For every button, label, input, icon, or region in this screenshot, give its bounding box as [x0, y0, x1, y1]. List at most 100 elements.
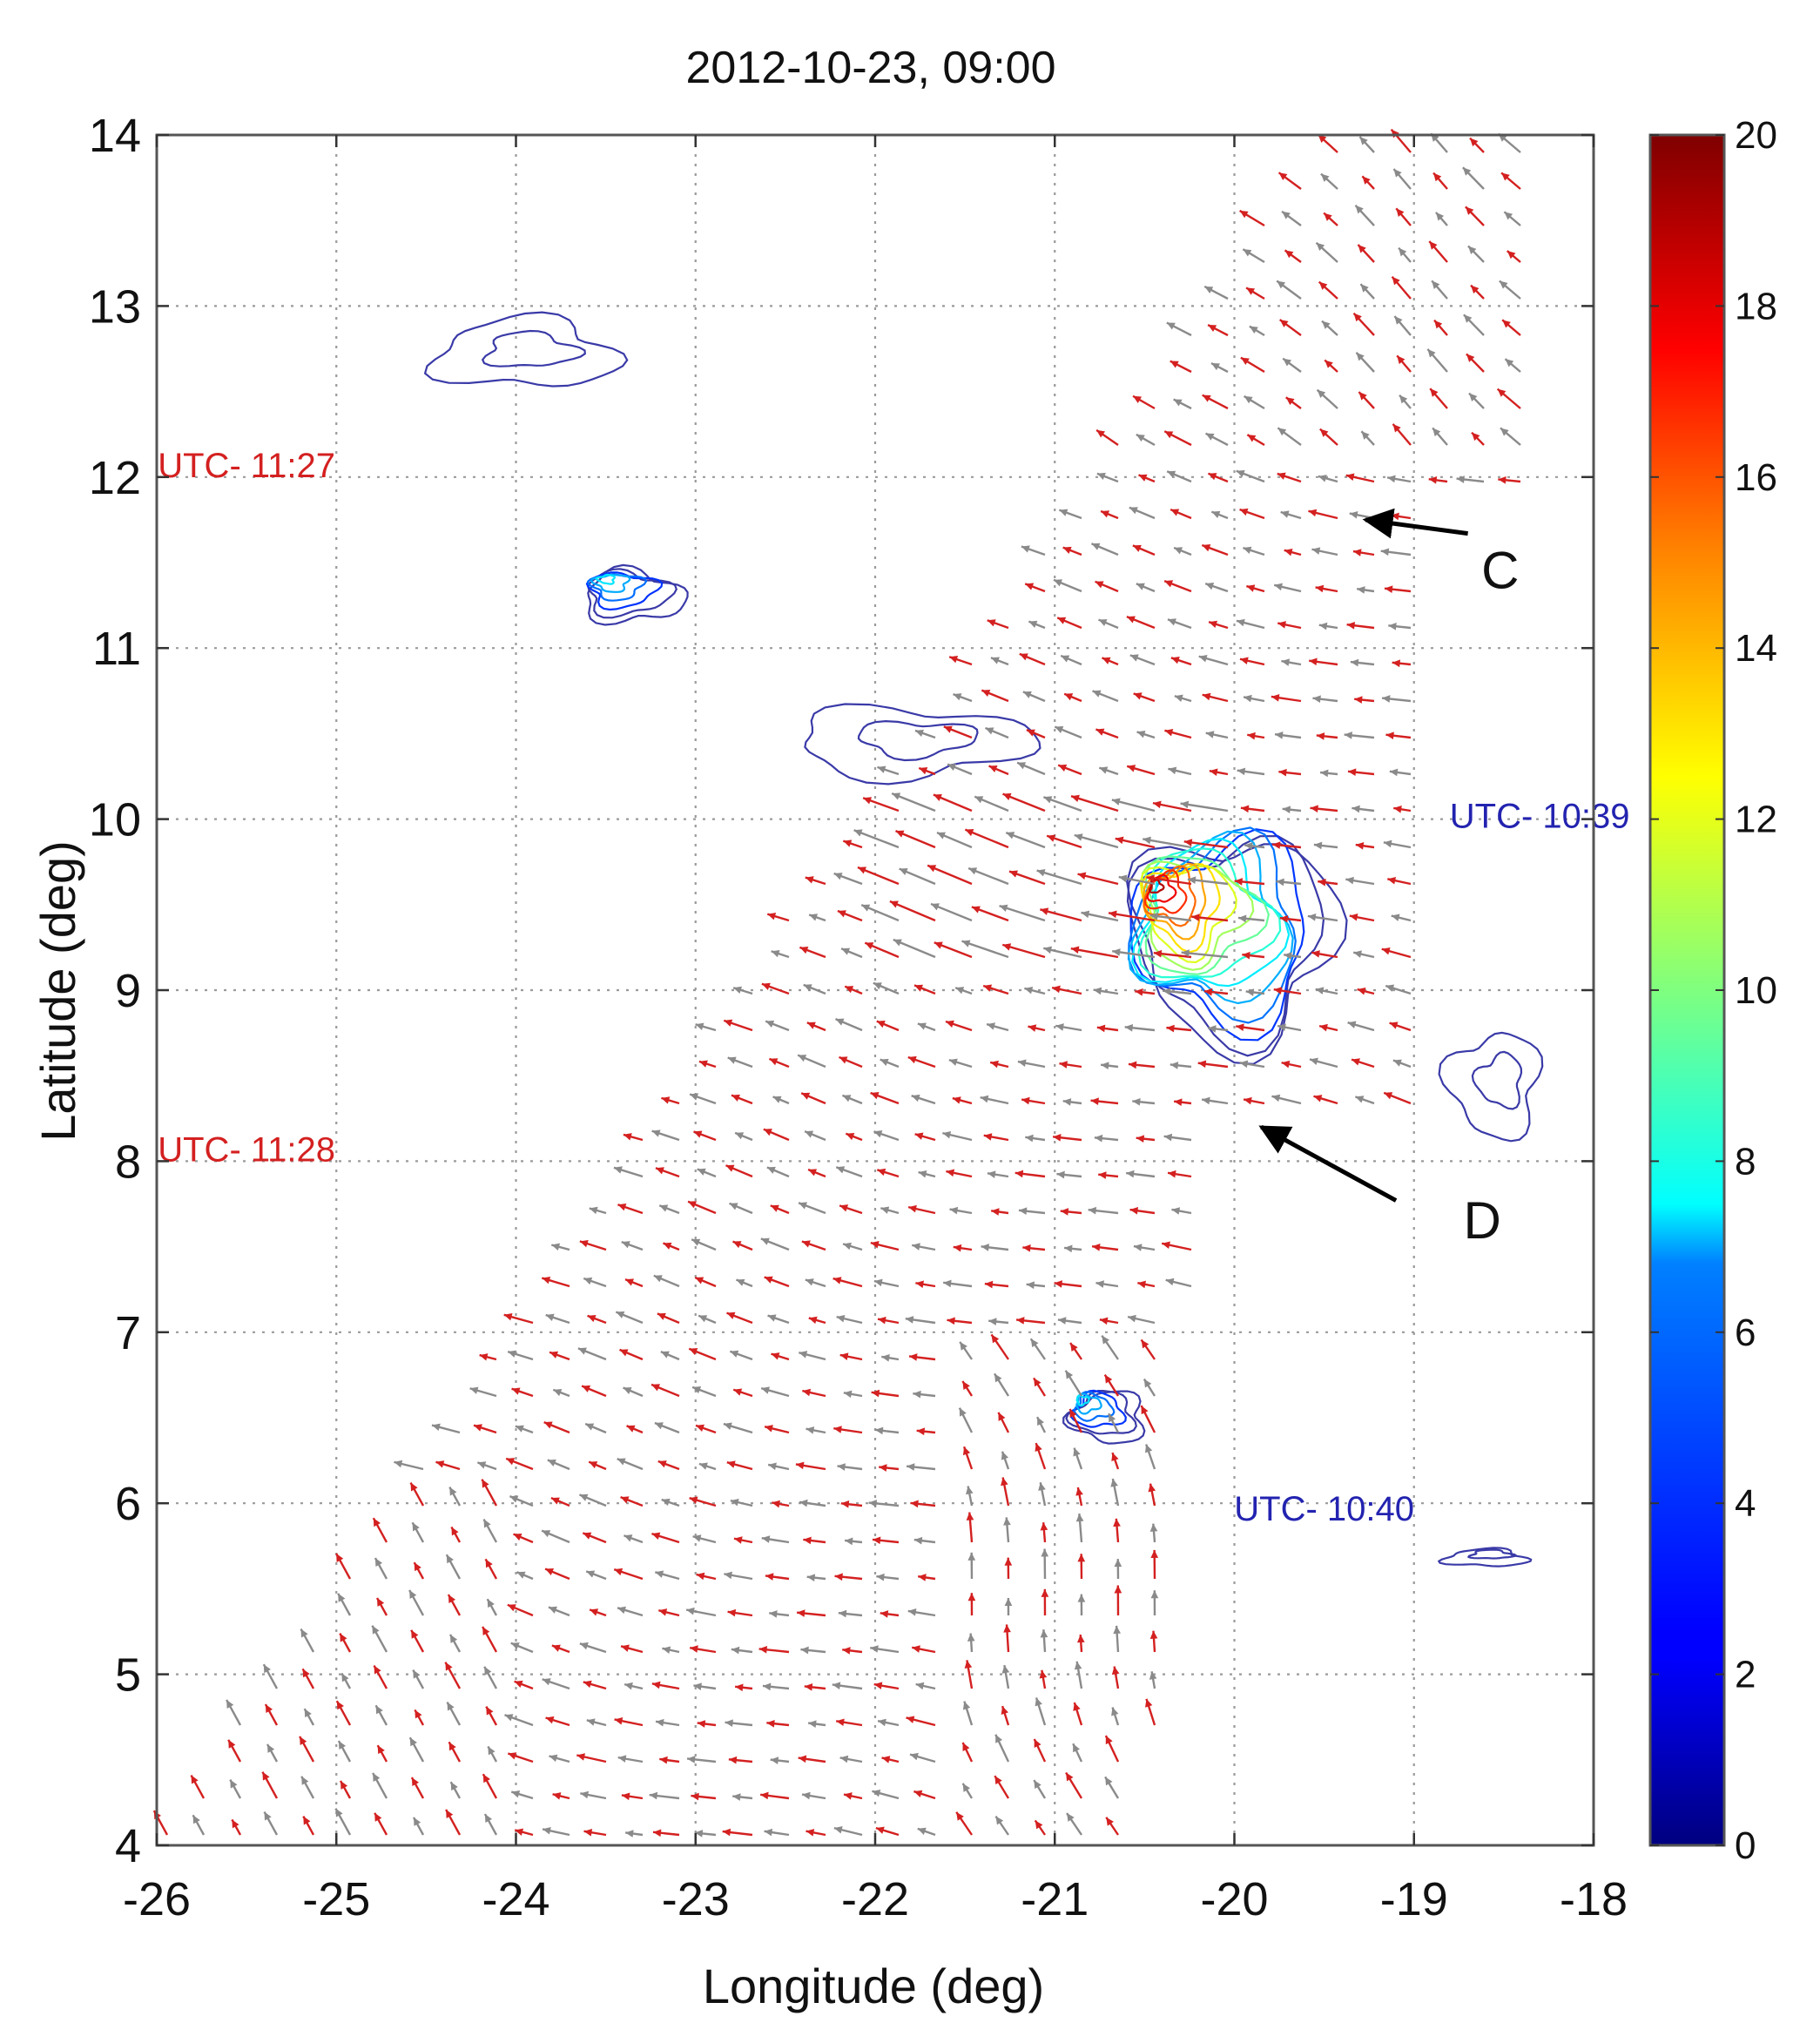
- wind-vector: [514, 1680, 534, 1690]
- wind-vector: [917, 1827, 936, 1837]
- wind-vector: [408, 1736, 425, 1763]
- wind-vector: [913, 1390, 936, 1399]
- wind-vector: [447, 1594, 462, 1616]
- wind-vector: [688, 1347, 717, 1361]
- wind-vector: [729, 1350, 753, 1361]
- wind-vector: [1313, 1095, 1338, 1105]
- wind-vector: [1208, 472, 1229, 483]
- wind-vector: [833, 1426, 863, 1434]
- wind-vector: [799, 1499, 826, 1507]
- wind-vector: [991, 1208, 1009, 1216]
- wind-vector: [545, 1716, 570, 1727]
- wind-vector: [723, 1422, 753, 1434]
- wind-vector: [1127, 1314, 1156, 1325]
- wind-vector: [807, 1168, 826, 1178]
- wind-vector: [936, 831, 973, 849]
- wind-vector: [1095, 728, 1119, 739]
- wind-vector: [1133, 1244, 1156, 1251]
- wind-vector: [1054, 1280, 1082, 1288]
- wind-vector: [487, 1745, 498, 1763]
- wind-vector: [483, 1813, 498, 1836]
- wind-vector: [1170, 360, 1192, 374]
- wind-vector: [1239, 508, 1265, 520]
- wind-vector: [476, 1461, 497, 1471]
- wind-vector: [1026, 1281, 1046, 1290]
- wind-vector: [661, 1096, 680, 1105]
- rain-contour: [1069, 1389, 1127, 1428]
- wind-vector: [1088, 1206, 1119, 1215]
- wind-vector: [482, 1626, 498, 1653]
- wind-vector: [692, 1534, 717, 1544]
- wind-vector: [1001, 1705, 1010, 1726]
- wind-vector: [990, 657, 1009, 666]
- wind-vector: [1393, 806, 1412, 813]
- wind-vector: [1352, 312, 1375, 336]
- wind-vector: [689, 1496, 717, 1507]
- wind-vector: [229, 1779, 242, 1799]
- colorbar-tick-label: 16: [1735, 456, 1777, 499]
- wind-vector: [734, 1683, 753, 1692]
- wind-vector: [1324, 359, 1338, 373]
- wind-vector: [873, 1278, 900, 1288]
- wind-vector: [1096, 472, 1119, 483]
- wind-vector: [876, 1168, 900, 1178]
- wind-vector: [1271, 841, 1302, 849]
- wind-vector: [1025, 1134, 1046, 1143]
- wind-vector: [801, 1240, 826, 1251]
- wind-vector: [857, 866, 900, 886]
- wind-vector: [1392, 1059, 1412, 1069]
- wind-vector: [844, 1537, 863, 1546]
- wind-vector: [999, 904, 1046, 922]
- wind-vector: [997, 1412, 1010, 1433]
- wind-vector: [1277, 1023, 1302, 1032]
- wind-vector: [1381, 947, 1412, 959]
- wind-vector: [726, 1311, 753, 1325]
- wind-vector: [860, 904, 900, 922]
- wind-vector: [1075, 1487, 1083, 1507]
- colorbar-tick-label: 2: [1735, 1654, 1756, 1696]
- wind-vector: [1209, 768, 1229, 777]
- wind-vector: [372, 1772, 388, 1799]
- utc-pass-label: UTC- 11:27: [158, 447, 335, 485]
- wind-vector: [1100, 1062, 1119, 1070]
- wind-vector: [548, 1606, 570, 1617]
- wind-vector: [1357, 244, 1375, 263]
- wind-vector: [1077, 1594, 1086, 1616]
- wind-vector: [1092, 690, 1119, 703]
- wind-vector: [1321, 320, 1338, 336]
- wind-vector: [582, 1532, 607, 1544]
- wind-vector: [842, 839, 863, 849]
- wind-vector: [772, 1500, 790, 1508]
- wind-vector: [895, 830, 936, 849]
- x-axis-label: Longitude (deg): [703, 1959, 1044, 2013]
- wind-vector: [806, 1574, 826, 1581]
- wind-vector: [760, 1791, 790, 1800]
- wind-vector: [889, 900, 936, 922]
- wind-vector: [1102, 657, 1119, 666]
- wind-vector: [1143, 836, 1192, 849]
- wind-vector: [1034, 1819, 1046, 1836]
- wind-vector: [549, 1351, 570, 1361]
- wind-vector: [880, 1058, 900, 1069]
- wind-vector: [994, 1815, 1009, 1836]
- wind-vector: [1276, 878, 1302, 887]
- wind-vector: [262, 1663, 279, 1689]
- wind-vector: [615, 1311, 644, 1325]
- wind-vector: [1385, 732, 1412, 740]
- wind-vector: [1307, 913, 1338, 922]
- wind-vector: [1354, 204, 1375, 226]
- wind-vector: [1036, 1416, 1047, 1433]
- wind-vector: [805, 876, 826, 886]
- wind-vector: [1349, 914, 1375, 922]
- wind-vector: [835, 1018, 863, 1032]
- y-tick-label: 12: [89, 452, 141, 504]
- wind-vector: [1243, 1096, 1265, 1105]
- wind-vector: [513, 1533, 534, 1544]
- wind-vector: [1398, 246, 1412, 263]
- wind-vector: [1318, 280, 1338, 300]
- wind-vector: [659, 1756, 680, 1764]
- rain-contour: [1073, 1391, 1116, 1422]
- wind-vector: [479, 1353, 497, 1361]
- wind-vector: [580, 1790, 607, 1800]
- wind-vector: [1055, 1023, 1082, 1032]
